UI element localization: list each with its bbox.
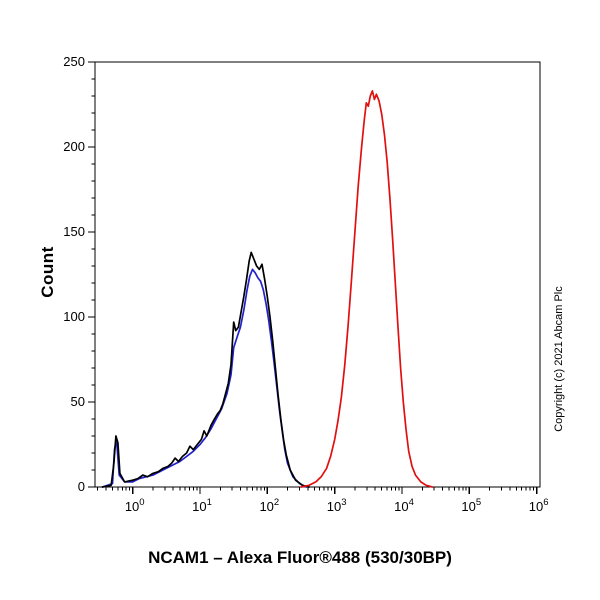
chart-title: NCAM1 – Alexa Fluor®488 (530/30BP): [148, 548, 452, 567]
svg-text:150: 150: [63, 224, 85, 239]
svg-text:0: 0: [78, 479, 85, 494]
svg-text:100: 100: [63, 309, 85, 324]
curve-ncam1-red: [300, 90, 434, 488]
svg-text:105: 105: [461, 497, 481, 514]
plot-area: 100 101 102 103 104 105 106 0 50 100 150 200 250: [63, 54, 549, 514]
copyright-text: Copyright (c) 2021 Abcam Plc: [553, 286, 565, 432]
svg-text:103: 103: [327, 497, 347, 514]
svg-text:50: 50: [71, 394, 85, 409]
curve-control-black: [101, 251, 310, 488]
svg-text:100: 100: [125, 497, 145, 514]
svg-text:104: 104: [394, 497, 414, 514]
svg-text:101: 101: [192, 497, 212, 514]
y-axis-label: Count: [38, 246, 57, 298]
svg-text:102: 102: [259, 497, 279, 514]
svg-text:250: 250: [63, 54, 85, 69]
svg-text:200: 200: [63, 139, 85, 154]
svg-text:106: 106: [529, 497, 549, 514]
